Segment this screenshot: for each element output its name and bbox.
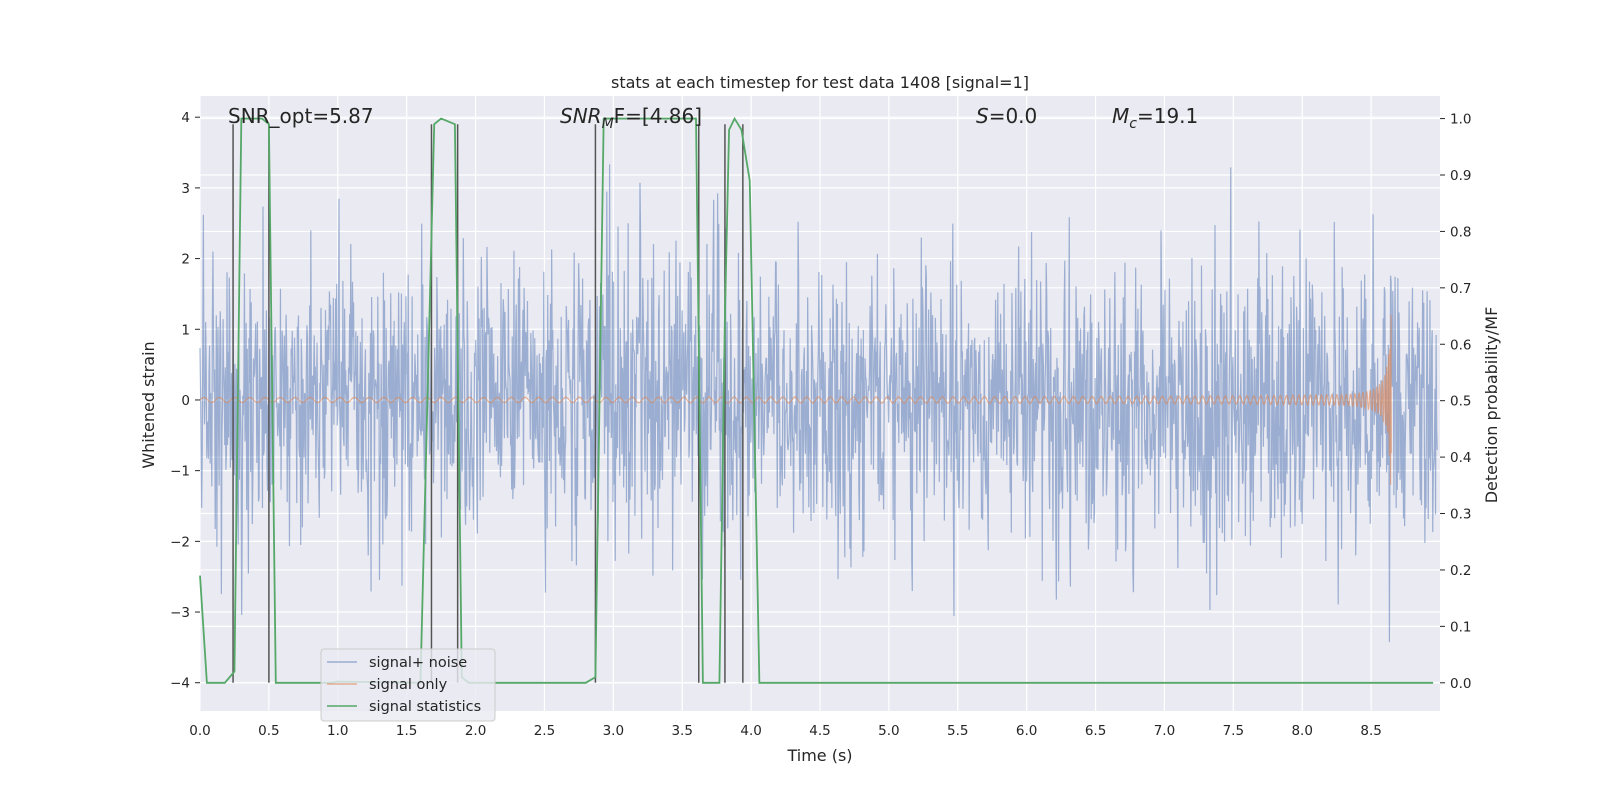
y-axis-right-label: Detection probability/MF — [1482, 307, 1501, 504]
x-tick-label: 6.0 — [1016, 723, 1037, 739]
y-right-tick-label: 0.1 — [1450, 619, 1471, 635]
y-axis-left-label: Whitened strain — [139, 341, 158, 468]
x-tick-label: 1.0 — [327, 723, 348, 739]
y-left-tick-label: −3 — [170, 605, 190, 621]
y-right-tick-label: 0.6 — [1450, 337, 1471, 353]
annotation-s-var: S — [976, 104, 989, 128]
annotation-snr-mf: SNRMF=[4.86] — [560, 104, 702, 132]
y-left-tick-label: 2 — [181, 252, 190, 268]
x-tick-label: 8.5 — [1360, 723, 1381, 739]
annotation-snr-mf-sub: M — [602, 116, 614, 132]
x-tick-label: 0.0 — [189, 723, 210, 739]
y-left-tick-label: −1 — [170, 464, 190, 480]
y-left-tick-label: 0 — [181, 393, 190, 409]
annotation-s-rest: =0.0 — [989, 104, 1038, 128]
annotation-mc: Mc=19.1 — [1112, 104, 1198, 132]
y-left-tick-label: 4 — [181, 110, 190, 126]
y-right-tick-label: 0.8 — [1450, 224, 1471, 240]
x-tick-label: 6.5 — [1085, 723, 1106, 739]
y-left-tick-label: −4 — [170, 676, 190, 692]
series-signal-only-line — [199, 315, 1393, 485]
y-right-tick-label: 0.9 — [1450, 168, 1471, 184]
x-axis: 0.0 0.5 1.0 1.5 2.0 2.5 3.0 3.5 4.0 4.5 5.0 5.5 6.0 6… — [189, 723, 1382, 739]
chart-title: stats at each timestep for test data 140… — [611, 73, 1029, 92]
x-tick-label: 2.0 — [465, 723, 486, 739]
annotation-mc-sub: c — [1129, 116, 1137, 132]
y-right-tick-label: 0.7 — [1450, 281, 1471, 297]
x-tick-label: 7.5 — [1223, 723, 1244, 739]
x-tick-label: 3.5 — [671, 723, 692, 739]
x-tick-label: 5.5 — [947, 723, 968, 739]
legend-label-signal-noise: signal+ noise — [369, 655, 467, 671]
y-axis-right: 0.0 0.1 0.2 0.3 0.4 0.5 0.6 0.7 0.8 0.9 1.0 — [1440, 112, 1471, 692]
annotation-mc-var: M — [1112, 104, 1129, 128]
x-tick-label: 1.5 — [396, 723, 417, 739]
x-tick-label: 5.0 — [878, 723, 899, 739]
legend-label-signal-only: signal only — [369, 677, 448, 693]
y-right-tick-label: 0.0 — [1450, 676, 1471, 692]
x-tick-label: 8.0 — [1291, 723, 1312, 739]
y-left-tick-label: 3 — [181, 181, 190, 197]
x-tick-label: 2.5 — [534, 723, 555, 739]
series-signal-noise-line — [199, 164, 1438, 642]
x-axis-label: Time (s) — [786, 746, 852, 765]
y-right-tick-label: 0.2 — [1450, 563, 1471, 579]
x-tick-label: 3.0 — [603, 723, 624, 739]
annotation-snr-mf-rest: F=[4.86] — [614, 104, 702, 128]
y-right-tick-label: 1.0 — [1450, 112, 1471, 128]
y-left-tick-label: 1 — [181, 322, 190, 338]
y-left-tick-label: −2 — [170, 534, 190, 550]
y-axis-left: −4 −3 −2 −1 0 1 2 3 4 — [170, 110, 200, 692]
x-tick-label: 4.0 — [740, 723, 761, 739]
x-tick-label: 0.5 — [258, 723, 279, 739]
annotation-snr-opt: SNR_opt=5.87 — [228, 104, 374, 128]
annotation-snr-mf-main: SNR — [560, 104, 602, 128]
legend-box — [320, 648, 496, 722]
x-tick-label: 7.0 — [1154, 723, 1175, 739]
y-right-tick-label: 0.3 — [1450, 507, 1471, 523]
legend: signal+ noise signal only signal statist… — [320, 648, 496, 722]
annotation-mc-rest: =19.1 — [1137, 104, 1198, 128]
annotation-s: S=0.0 — [976, 104, 1037, 128]
y-right-tick-label: 0.5 — [1450, 394, 1471, 410]
y-right-tick-label: 0.4 — [1450, 450, 1471, 466]
legend-label-signal-statistics: signal statistics — [369, 699, 481, 715]
x-tick-label: 4.5 — [809, 723, 830, 739]
